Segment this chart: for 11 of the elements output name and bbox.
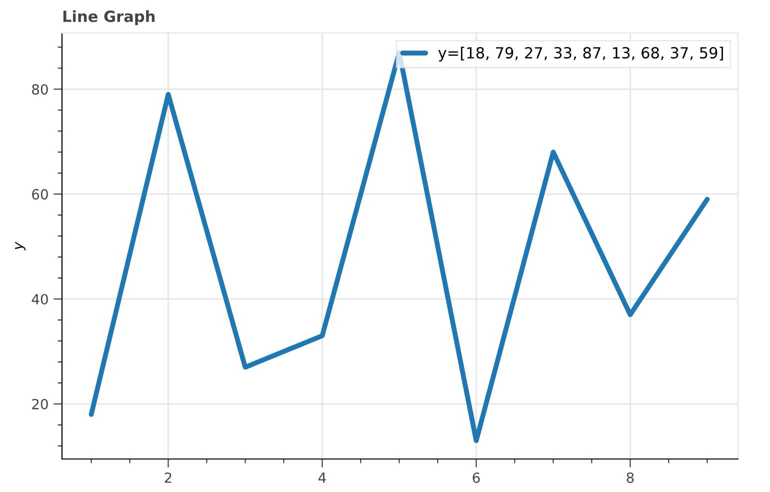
x-tick-label: 8 [626, 472, 634, 483]
legend-label: y=[18, 79, 27, 33, 87, 13, 68, 37, 59] [438, 46, 723, 62]
y-axis-title: y [15, 242, 26, 250]
y-tick-label: 40 [32, 294, 48, 304]
y-tick-label: 20 [32, 398, 48, 410]
y-tick-label: 60 [32, 189, 48, 200]
x-tick-label: 6 [472, 472, 480, 483]
chart-title: Line Graph [63, 10, 155, 26]
x-tick-label: 4 [318, 472, 326, 483]
y-tick-label: 80 [32, 84, 48, 95]
x-tick-label: 2 [164, 472, 172, 483]
